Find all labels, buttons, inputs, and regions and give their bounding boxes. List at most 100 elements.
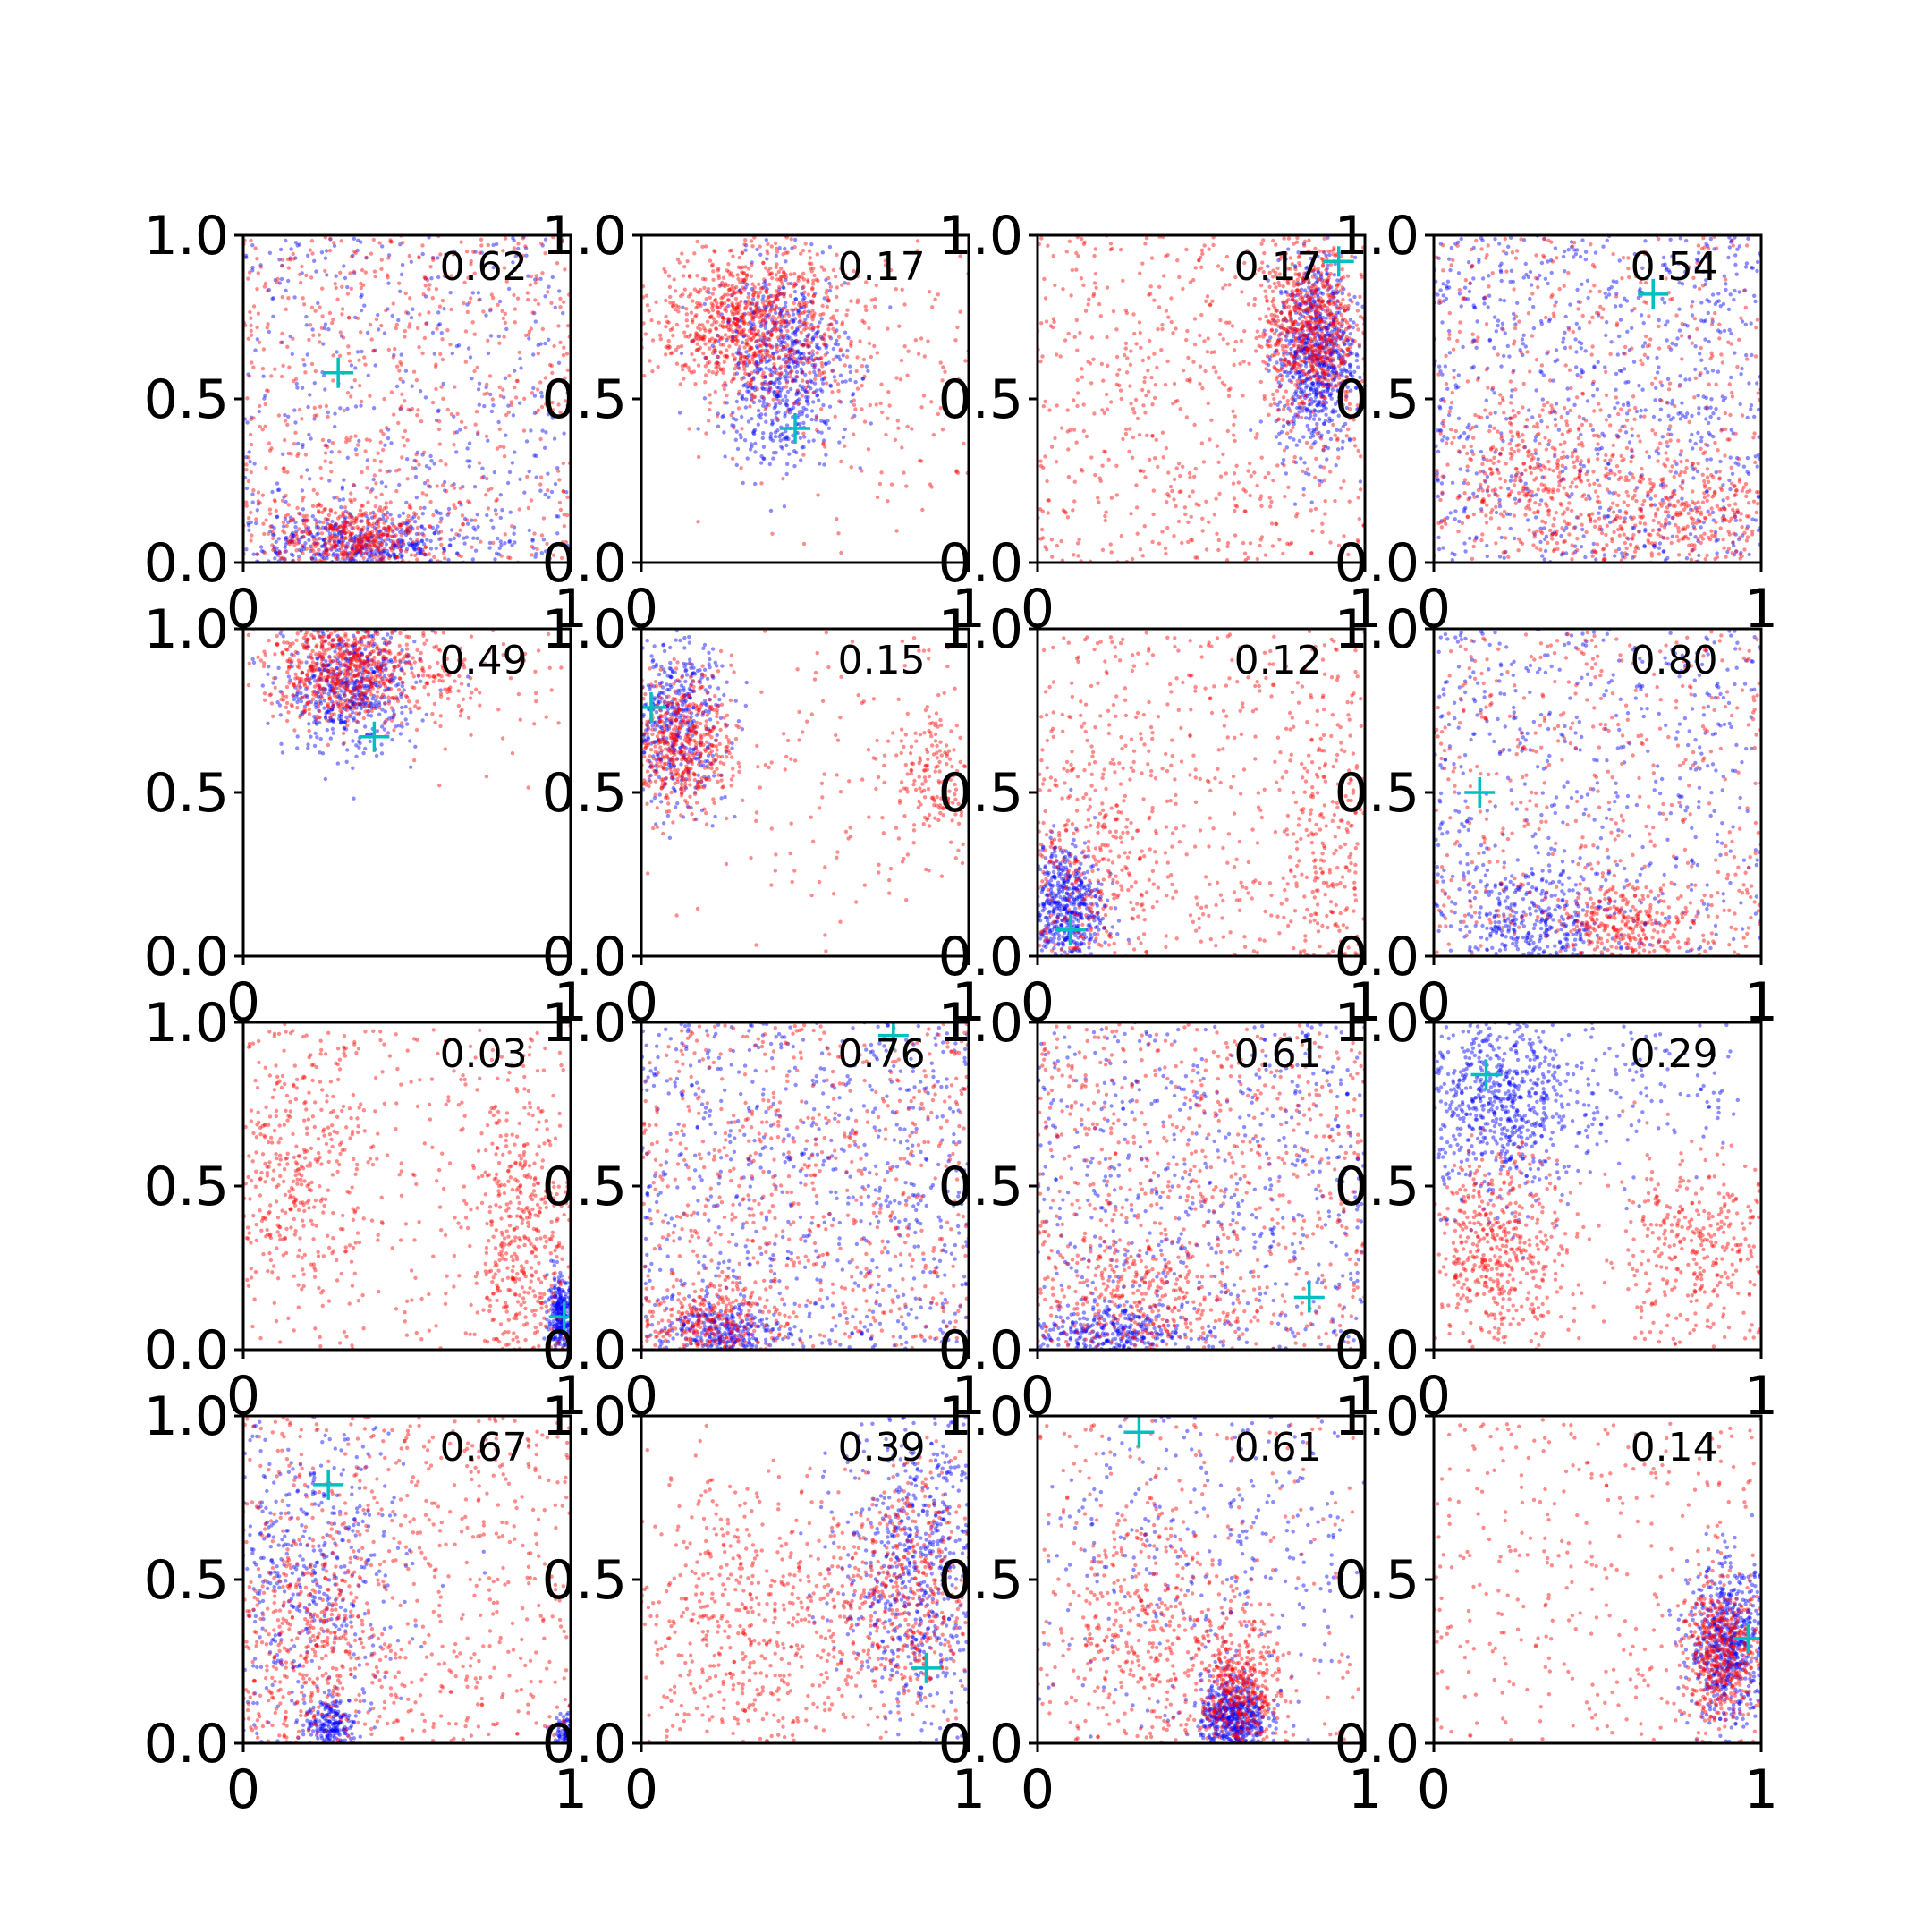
panel-score: 0.62 [440,244,528,290]
blue-point [771,300,775,304]
blue-point [1327,419,1332,424]
red-point [849,299,853,303]
blue-point [734,399,739,404]
red-point [1313,318,1318,324]
red-point [752,360,757,365]
blue-point [733,437,738,442]
blue-point [488,334,494,338]
blue-point [1327,394,1333,398]
red-point [487,374,493,378]
red-point [323,268,327,274]
red-point [366,542,370,547]
red-point [247,516,251,521]
red-point [378,557,384,562]
red-point [506,555,511,560]
red-point [1329,324,1335,328]
red-point [385,273,390,277]
blue-point [740,340,745,345]
red-point [382,396,386,402]
red-point [345,292,351,296]
red-point [1280,331,1284,335]
red-point [830,390,835,394]
blue-point [750,396,754,402]
red-point [1284,329,1290,334]
red-point [409,553,414,557]
red-point [769,330,774,335]
red-point [490,397,495,402]
red-point [1302,239,1308,243]
blue-point [1342,367,1346,371]
red-point [1279,323,1284,327]
red-point [382,546,387,551]
red-point [285,344,290,349]
red-point [509,402,513,407]
blue-point [275,551,280,556]
red-point [710,305,715,310]
red-point [327,540,332,545]
red-point [698,327,703,332]
blue-point [802,435,807,439]
red-point [693,334,699,338]
red-point [735,326,740,332]
red-point [731,329,735,334]
blue-point [751,310,757,316]
blue-point [807,351,811,356]
red-point [423,545,428,549]
blue-point [360,545,364,549]
red-point [883,263,888,267]
blue-point [342,564,345,568]
red-point [664,344,668,350]
blue-point [1301,277,1306,283]
red-point [338,270,343,275]
blue-point [734,317,740,321]
blue-point [467,464,471,469]
red-point [760,301,766,305]
blue-point [1299,390,1303,394]
blue-point [784,320,789,325]
red-point [894,287,898,292]
red-point [1310,410,1316,414]
red-point [1282,276,1287,281]
blue-point [784,360,788,365]
blue-point [365,458,370,462]
blue-point [1335,278,1340,283]
red-point [341,528,345,532]
red-point [372,538,377,542]
red-point [749,311,753,316]
red-point [755,308,759,312]
red-point [1340,267,1344,272]
blue-point [301,534,306,539]
blue-point [812,381,818,386]
red-point [346,316,352,320]
red-point [815,428,819,433]
red-point [470,545,474,549]
red-point [282,530,287,535]
blue-point [297,540,301,545]
blue-point [764,343,769,348]
blue-point [297,554,301,559]
red-point [792,281,797,286]
blue-point [1292,398,1296,402]
red-point [486,338,490,343]
blue-point [312,553,317,557]
red-point [1241,360,1246,364]
red-point [1289,353,1294,358]
red-point [729,248,733,253]
red-point [741,359,746,363]
blue-point [1326,445,1331,451]
red-point [938,360,943,365]
red-point [344,436,349,441]
blue-point [275,487,281,493]
blue-point [763,386,768,392]
red-point [247,374,252,378]
red-point [704,244,708,249]
blue-point [1298,382,1303,386]
blue-point [1354,358,1360,363]
blue-point [345,553,350,557]
blue-point [819,430,824,435]
red-point [341,549,345,555]
red-point [555,469,561,473]
red-point [806,390,810,394]
red-point [802,320,807,326]
red-point [1288,310,1293,315]
